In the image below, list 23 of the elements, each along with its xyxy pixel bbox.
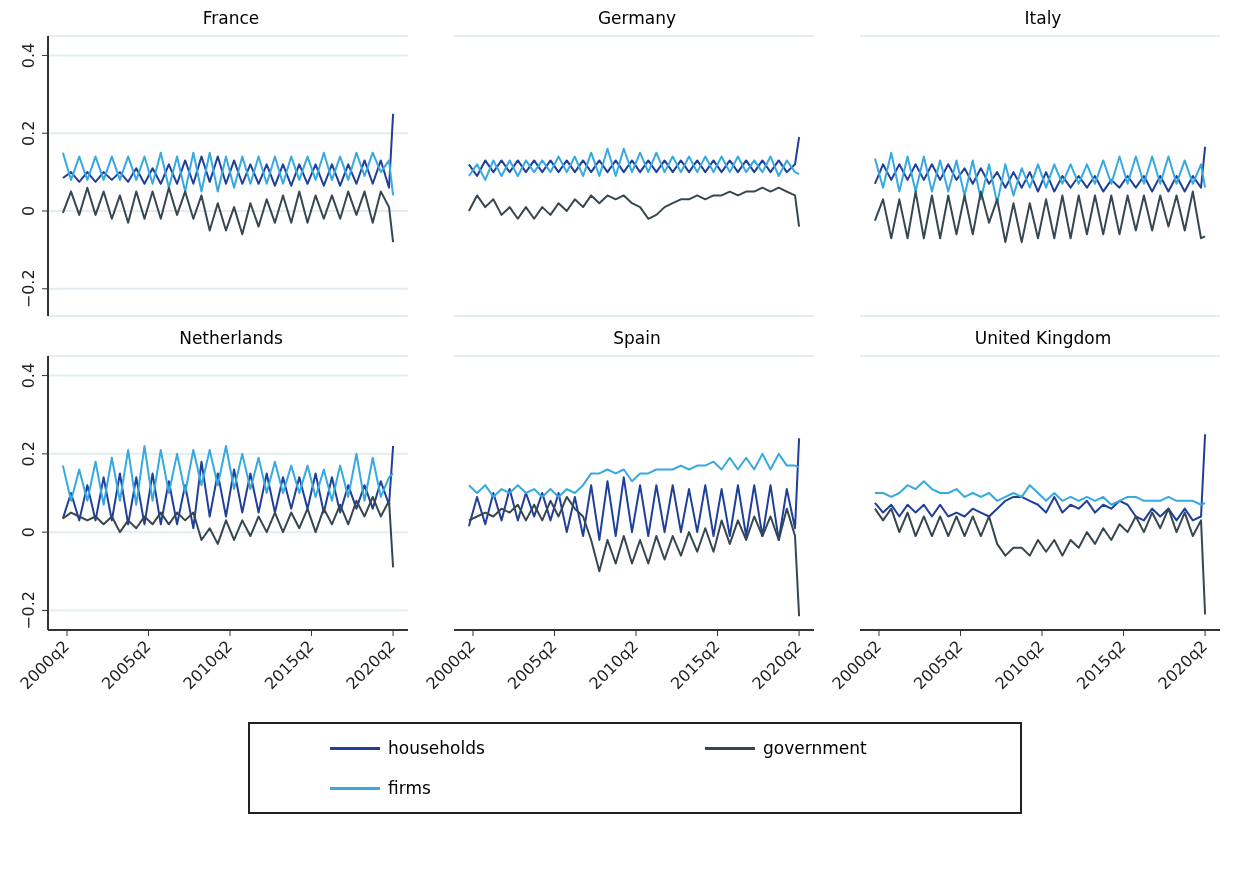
chart-title: Spain bbox=[612, 328, 662, 350]
line-series bbox=[61, 445, 395, 506]
legend-label: households bbox=[388, 738, 485, 758]
line-series bbox=[61, 495, 395, 569]
y-tick-label: 0.2 bbox=[19, 120, 38, 146]
y-tick-label: −0.2 bbox=[19, 591, 38, 630]
y-tick-label: 0.4 bbox=[19, 42, 38, 69]
chart-title: Netherlands bbox=[178, 328, 284, 350]
chart-title: France bbox=[201, 8, 261, 30]
chart-title: United Kingdom bbox=[973, 328, 1113, 350]
line-series bbox=[61, 112, 395, 189]
line-series bbox=[61, 151, 395, 197]
legend-label: government bbox=[763, 738, 867, 758]
legend-label: firms bbox=[388, 778, 431, 798]
y-tick-label: 0.4 bbox=[19, 362, 38, 389]
y-tick-label: 0.2 bbox=[19, 441, 38, 467]
line-series bbox=[61, 186, 395, 244]
chart-title: Italy bbox=[1023, 8, 1063, 30]
y-tick-label: 0 bbox=[19, 527, 38, 538]
y-tick-label: 0 bbox=[19, 205, 38, 217]
line-series bbox=[61, 445, 395, 530]
y-tick-label: −0.2 bbox=[19, 269, 38, 309]
chart-title: Germany bbox=[596, 8, 678, 30]
